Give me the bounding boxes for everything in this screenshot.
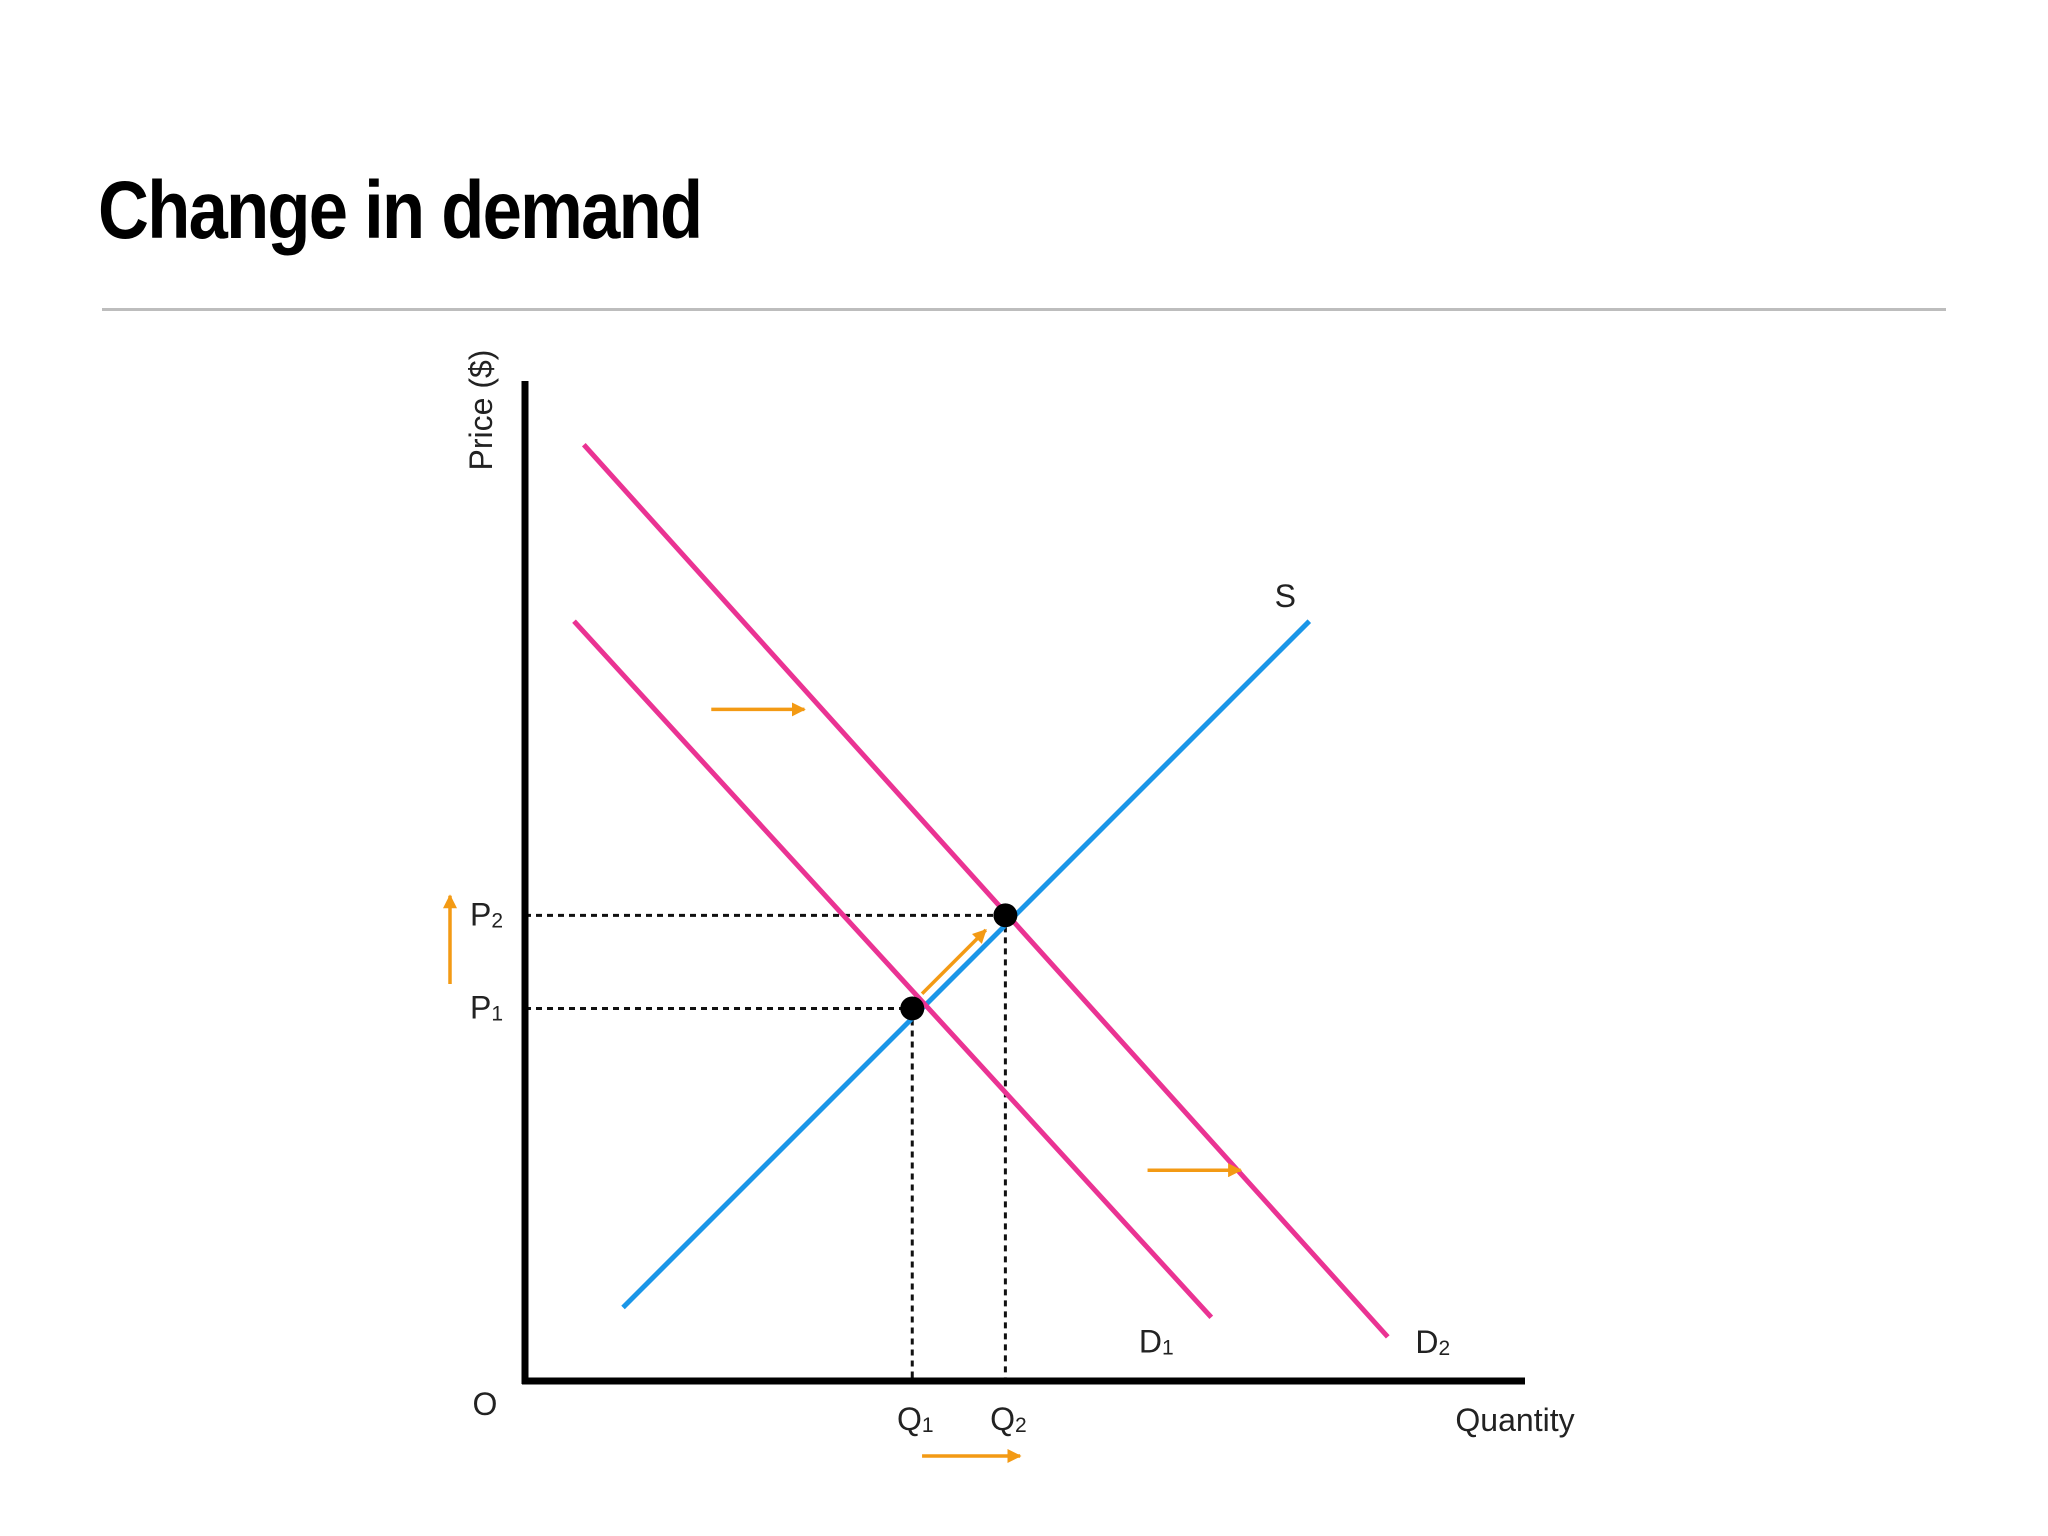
shift-arrow-3: [920, 928, 988, 995]
equilibrium-point-2: [993, 903, 1018, 928]
slide-title: Change in demand: [98, 165, 703, 256]
equilibrium-point-1: [900, 996, 925, 1021]
curve-d1: [572, 619, 1214, 1319]
title-divider: [102, 308, 1946, 311]
curve-label-s: S: [1275, 578, 1296, 614]
quantity-label-2: Q2: [990, 1401, 1027, 1437]
price-label-1: P1: [470, 989, 503, 1025]
curve-d2: [581, 443, 1390, 1339]
curve-s: [621, 619, 1312, 1310]
y-axis-title: Price ($): [463, 350, 499, 471]
curve-label-d2: D2: [1415, 1324, 1450, 1360]
origin-label: O: [473, 1386, 498, 1422]
curve-label-d1: D1: [1139, 1323, 1174, 1359]
x-axis-title: Quantity: [1455, 1402, 1574, 1438]
quantity-label-1: Q1: [897, 1401, 934, 1437]
price-label-2: P2: [470, 896, 503, 932]
